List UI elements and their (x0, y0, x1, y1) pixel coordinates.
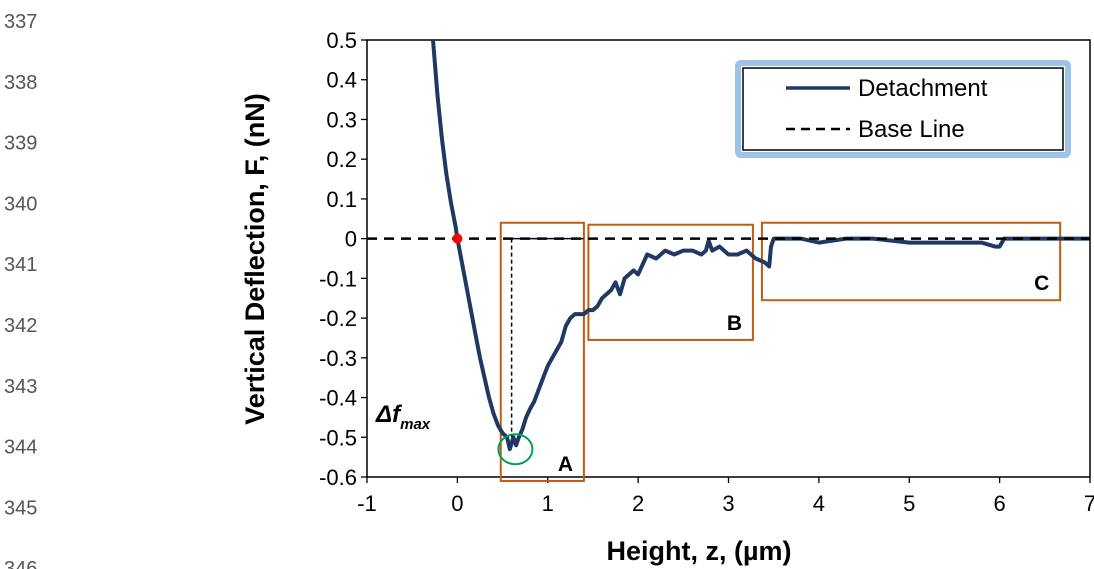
delta-f-max-annotation: Δfmax (375, 401, 431, 433)
line-number: 343 (4, 376, 37, 398)
line-number: 338 (4, 72, 37, 94)
region-label-a: A (558, 453, 573, 476)
line-number: 340 (4, 193, 37, 215)
series-line-detachment (431, 39, 1090, 452)
region-boxes: A B C (499, 221, 1062, 482)
y-tick-label: 0.4 (326, 68, 357, 93)
region-label-c: C (1034, 272, 1049, 295)
x-axis-label: Height, z, (µm) (606, 536, 791, 566)
tick-labels: 0.5 0.4 0.3 0.2 0.1 0 -0.1 -0.2 -0.3 -0.4 -0.5 -0.6… (319, 28, 1094, 516)
y-tick-label: -0.3 (319, 346, 357, 371)
region-box-a (499, 221, 585, 482)
region-box-b (587, 223, 754, 341)
x-tick-label: 1 (542, 491, 554, 516)
x-tick-label: 7 (1084, 491, 1094, 516)
region-box-c (760, 221, 1062, 302)
x-tick-label: 4 (813, 491, 825, 516)
marker-layer (452, 233, 584, 466)
y-tick-label: -0.1 (319, 266, 357, 291)
line-number: 344 (4, 437, 37, 459)
x-tick-label: 0 (451, 491, 463, 516)
y-tick-label: 0.1 (326, 187, 357, 212)
x-tick-label: 6 (994, 491, 1006, 516)
x-tick-label: 5 (903, 491, 915, 516)
y-tick-label: -0.5 (319, 425, 357, 450)
legend-box-glow (735, 60, 1071, 158)
legend: Detachment Base Line (735, 60, 1071, 158)
line-number: 345 (4, 497, 37, 519)
y-tick-label: 0.5 (326, 28, 357, 53)
y-tick-label: -0.6 (319, 465, 357, 490)
origin-point-marker (452, 233, 463, 244)
region-label-b: B (727, 312, 742, 335)
y-tick-label: 0 (345, 227, 357, 252)
series-layer (367, 39, 1090, 452)
line-number: 341 (4, 254, 37, 276)
annotation-subscript: max (400, 416, 431, 433)
y-axis-label: Vertical Deflection, F, (nN) (240, 93, 270, 425)
line-numbers: 337 338 339 340 341 342 343 344 345 346 (4, 11, 37, 569)
y-tick-label: -0.4 (319, 386, 357, 411)
x-tick-label: -1 (357, 491, 377, 516)
line-number: 346 (4, 558, 37, 569)
line-number: 337 (4, 11, 37, 33)
y-tick-label: 0.2 (326, 147, 357, 172)
plot-area (361, 39, 1091, 483)
line-number: 339 (4, 133, 37, 155)
y-tick-label: -0.2 (319, 306, 357, 331)
legend-box (742, 67, 1064, 151)
x-tick-label: 3 (722, 491, 734, 516)
minimum-point-circle (497, 433, 534, 466)
annotation-main: Δf (375, 401, 402, 428)
line-number: 342 (4, 315, 37, 337)
legend-label-base-line: Base Line (858, 116, 965, 143)
y-tick-label: 0.3 (326, 107, 357, 132)
x-tick-label: 2 (632, 491, 644, 516)
legend-label-detachment: Detachment (858, 75, 988, 102)
